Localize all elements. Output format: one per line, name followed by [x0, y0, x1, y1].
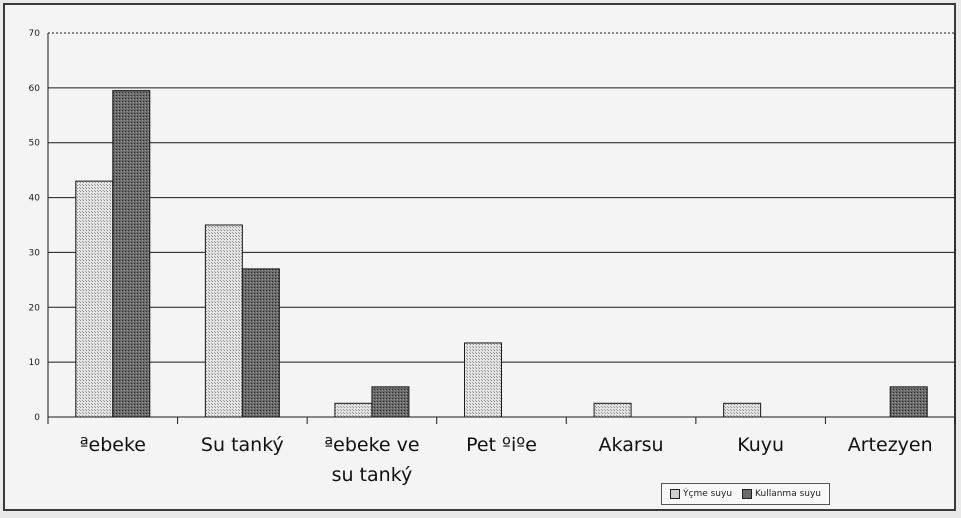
bar-icme-2: [334, 402, 373, 418]
bar-icme-4: [593, 402, 632, 418]
x-category-label: ªebeke: [80, 434, 146, 456]
legend-swatch-light: [670, 489, 680, 499]
x-category-label-line: Pet ºiºe: [466, 434, 537, 456]
x-category-label-line: Su tanký: [201, 434, 284, 456]
bar-kullanma-2: [371, 386, 410, 418]
legend-swatch-dark: [742, 489, 753, 499]
x-category-label-line: Artezyen: [848, 434, 933, 456]
x-category-label: Akarsu: [599, 434, 664, 456]
bar-icme-3: [464, 342, 502, 418]
y-tick-label: 10: [29, 358, 41, 368]
x-category-label: Artezyen: [848, 434, 933, 456]
y-tick-label: 0: [34, 413, 40, 423]
y-tick-label: 40: [29, 194, 41, 204]
x-category-label-line: ªebeke: [80, 434, 146, 456]
legend: Ýçme suyu Kullanma suyu: [661, 483, 830, 505]
y-tick-label: 50: [29, 139, 41, 149]
labels: 0 10 20 30 40 50 60 70 ªebeke Su tanký ªebeke ve su…: [29, 29, 933, 486]
x-category-label-line: Akarsu: [599, 434, 664, 456]
legend-item-series-1: Ýçme suyu: [670, 489, 732, 499]
legend-item-series-2: Kullanma suyu: [742, 489, 821, 499]
y-tick-label: 60: [29, 84, 41, 94]
bar-kullanma-1: [241, 268, 280, 418]
x-category-label-line: Kuyu: [737, 434, 784, 456]
bar-kullanma-6: [889, 386, 928, 418]
bar-icme-5: [723, 402, 762, 418]
x-category-label: Kuyu: [737, 434, 784, 456]
x-category-label-line: ªebeke ve: [324, 434, 419, 456]
x-category-label-line: su tanký: [332, 464, 413, 486]
gridlines: [48, 32, 955, 363]
bar-kullanma-0: [112, 90, 151, 418]
bar-icme-0: [75, 180, 114, 418]
chart-frame: 0 10 20 30 40 50 60 70 ªebeke Su tanký ªebeke ve su…: [3, 3, 956, 511]
y-tick-label: 30: [29, 248, 41, 258]
y-tick-label: 20: [29, 303, 41, 313]
bar-icme-1: [204, 224, 243, 418]
legend-label-series-2: Kullanma suyu: [755, 489, 821, 499]
x-category-label: ªebeke ve su tanký: [324, 434, 419, 486]
legend-label-series-1: Ýçme suyu: [683, 489, 733, 499]
bar-chart: 0 10 20 30 40 50 60 70 ªebeke Su tanký ªebeke ve su…: [29, 29, 956, 486]
bars: [75, 90, 928, 418]
y-tick-label: 70: [29, 29, 41, 39]
x-category-label: Su tanký: [201, 434, 284, 456]
axes: [47, 33, 956, 424]
x-category-label: Pet ºiºe: [466, 434, 537, 456]
